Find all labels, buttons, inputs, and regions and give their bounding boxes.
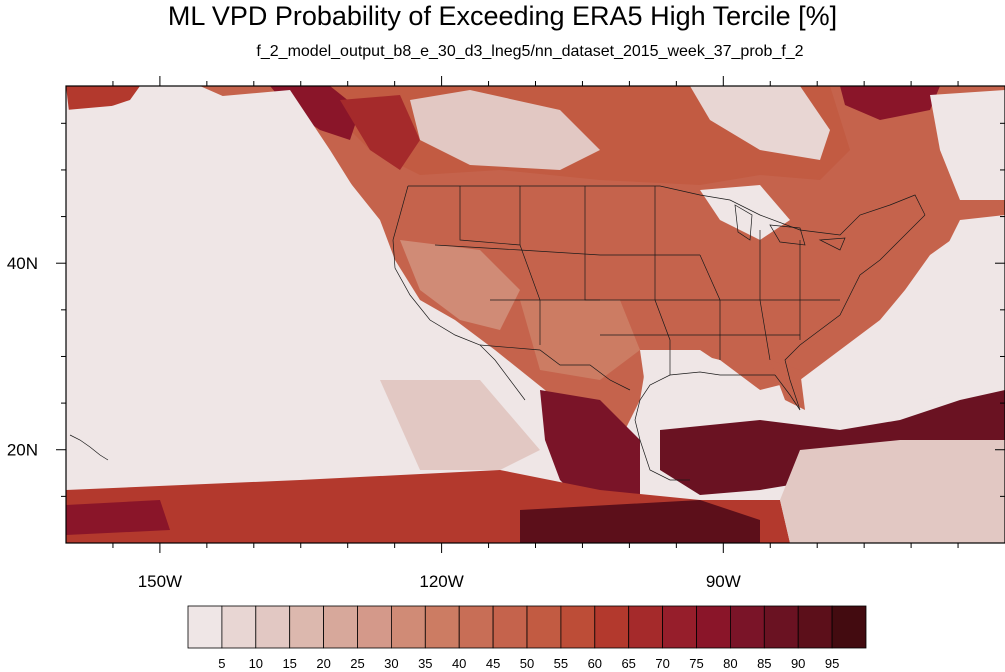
us-canada-border (408, 185, 926, 236)
colorbar-box (628, 605, 664, 649)
colorbar-box (594, 605, 630, 649)
field-us-southwest (520, 300, 640, 380)
map-subtitle: f_2_model_output_b8_e_30_d3_lneg5/nn_dat… (256, 43, 804, 60)
field-hawaii-band (66, 500, 170, 535)
colorbar-label: 40 (452, 656, 466, 671)
field-nw-coast (340, 95, 420, 170)
field-tropical-dark (520, 500, 760, 543)
colorbar-label: 90 (791, 656, 805, 671)
great-lakes (734, 204, 846, 251)
colorbar-label: 45 (486, 656, 500, 671)
field-canada-light (410, 90, 600, 170)
field-ne-light (930, 90, 1005, 200)
colorbar-label: 15 (282, 656, 296, 671)
lat-tick-label: 40N (7, 254, 38, 273)
colorbar-box (458, 605, 494, 649)
field-pacific-pale (380, 380, 540, 470)
colorbar-label: 70 (655, 656, 669, 671)
colorbar-box (492, 605, 528, 649)
west-coast-line (392, 185, 526, 401)
mexico-border (479, 344, 631, 391)
colorbar-label: 80 (723, 656, 737, 671)
colorbar-box (221, 605, 257, 649)
field-quebec-dark (840, 86, 940, 120)
field-canada-light-east (690, 86, 830, 160)
state-line-8 (759, 230, 771, 361)
lon-tick-label: 90W (706, 572, 741, 591)
colorbar-box (797, 605, 833, 649)
colorbar-label: 50 (520, 656, 534, 671)
colorbar-box (662, 605, 697, 649)
colorbar-label: 85 (757, 656, 771, 671)
colorbar-label: 65 (621, 656, 635, 671)
colorbar-label: 30 (384, 656, 398, 671)
axis-ticks (56, 76, 1005, 553)
hawaii-islands (69, 434, 109, 461)
axis-tick-labels: 150W 120W 90W 40N 20N (7, 254, 741, 591)
colorbar-label: 55 (554, 656, 568, 671)
field-mexico-dark (540, 390, 640, 520)
colorbar-label: 25 (350, 656, 364, 671)
state-line-4 (654, 186, 671, 375)
colorbar-box (560, 605, 596, 649)
colorbar: 5 10 15 20 25 30 35 40 45 50 55 60 65 70 75 80 85 90 95 (187, 605, 867, 671)
colorbar-label: 60 (588, 656, 602, 671)
field-florida (770, 360, 805, 410)
colorbar-box (289, 605, 325, 649)
field-us-west-lighter (400, 240, 520, 330)
east-coast-line (774, 214, 926, 411)
field-gulf-light (640, 350, 770, 430)
lon-tick-label: 150W (138, 572, 182, 591)
map-title: ML VPD Probability of Exceeding ERA5 Hig… (167, 1, 838, 31)
probability-field (66, 86, 1005, 543)
colorbar-box (255, 605, 291, 649)
colorbar-box (696, 605, 731, 649)
colorbar-box (390, 605, 426, 649)
colorbar-box (831, 605, 867, 649)
colorbar-label: 35 (418, 656, 432, 671)
colorbar-label: 10 (249, 656, 263, 671)
colorbar-label: 95 (825, 656, 839, 671)
state-line-5 (434, 244, 700, 256)
gulf-coast-line (634, 371, 775, 481)
colorbar-box (187, 605, 223, 649)
colorbar-box (730, 605, 765, 649)
lat-tick-label: 20N (7, 441, 38, 460)
colorbar-box (763, 605, 799, 649)
colorbar-label: 5 (218, 656, 225, 671)
colorbar-box (424, 605, 460, 649)
lon-tick-label: 120W (419, 572, 463, 591)
field-caribbean-light (780, 440, 1005, 543)
colorbar-box (526, 605, 562, 649)
state-borders (69, 185, 926, 481)
colorbar-box (323, 605, 358, 649)
colorbar-label: 75 (689, 656, 703, 671)
colorbar-label: 20 (316, 656, 330, 671)
state-line-7 (699, 254, 721, 360)
field-atlantic-light (900, 215, 1005, 400)
colorbar-box (357, 605, 392, 649)
